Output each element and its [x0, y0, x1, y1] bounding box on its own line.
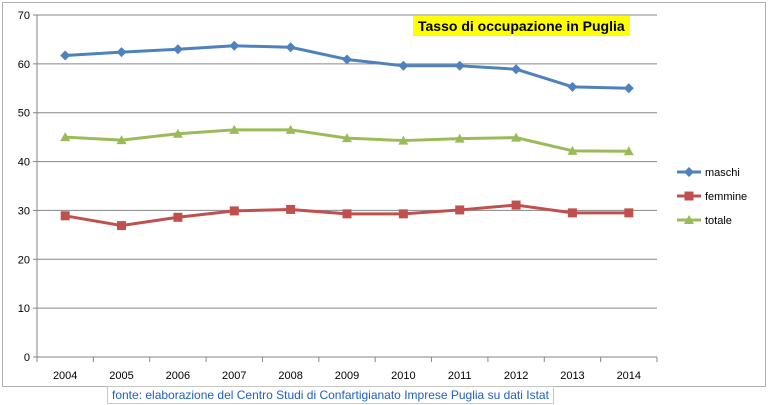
- data-point-femmine: [398, 209, 408, 219]
- data-point-femmine: [624, 208, 634, 218]
- data-point-totale: [398, 135, 409, 145]
- data-point-femmine: [173, 212, 183, 222]
- data-point-maschi: [229, 40, 240, 51]
- data-point-maschi: [116, 47, 127, 58]
- data-point-femmine: [567, 208, 577, 218]
- x-tick-label: 2013: [560, 370, 584, 382]
- x-tick-label: 2007: [222, 370, 246, 382]
- data-point-maschi: [454, 60, 465, 71]
- y-tick-label: 30: [18, 205, 30, 217]
- legend-label-femmine: femmine: [705, 191, 747, 203]
- data-point-totale: [567, 145, 578, 155]
- chart-area: [2, 2, 766, 387]
- legend-marker-totale: [684, 215, 694, 224]
- data-point-femmine: [60, 211, 70, 221]
- data-point-femmine: [511, 200, 521, 210]
- data-point-maschi: [285, 42, 296, 53]
- series-line-maschi: [65, 44, 629, 90]
- y-tick-label: 40: [18, 157, 30, 169]
- data-point-femmine: [286, 204, 296, 214]
- data-point-femmine: [229, 206, 239, 216]
- legend-marker-maschi: [684, 167, 694, 177]
- source-note: fonte: elaborazione del Centro Studi di …: [107, 386, 554, 404]
- data-point-totale: [511, 132, 522, 142]
- x-tick-label: 2010: [391, 370, 415, 382]
- data-point-maschi: [567, 81, 578, 92]
- data-point-totale: [285, 124, 296, 134]
- chart-title: Tasso di occupazione in Puglia: [413, 16, 630, 36]
- data-point-totale: [342, 133, 352, 143]
- y-tick-label: 0: [24, 352, 30, 364]
- legend-label-totale: totale: [705, 215, 732, 227]
- data-point-femmine: [455, 205, 465, 215]
- y-tick-label: 20: [18, 254, 30, 266]
- y-tick-label: 10: [18, 303, 30, 315]
- x-tick-label: 2011: [448, 370, 472, 382]
- y-tick-label: 70: [18, 10, 30, 22]
- x-tick-label: 2006: [166, 370, 190, 382]
- x-tick-label: 2008: [278, 370, 302, 382]
- data-point-maschi: [172, 44, 183, 55]
- data-point-maschi: [342, 54, 352, 65]
- legend-label-maschi: maschi: [705, 167, 740, 179]
- data-point-maschi: [398, 60, 409, 71]
- data-point-maschi: [511, 64, 522, 75]
- x-tick-label: 2005: [109, 370, 133, 382]
- data-point-totale: [229, 124, 240, 134]
- x-tick-label: 2009: [335, 370, 359, 382]
- data-point-maschi: [60, 50, 71, 61]
- x-tick-label: 2004: [53, 370, 77, 382]
- data-point-totale: [60, 132, 71, 142]
- data-point-totale: [172, 128, 183, 138]
- data-point-femmine: [117, 221, 127, 231]
- y-tick-label: 50: [18, 108, 30, 120]
- data-point-maschi: [623, 83, 634, 94]
- data-point-totale: [623, 146, 634, 156]
- legend-marker-femmine: [684, 191, 694, 201]
- data-point-femmine: [342, 209, 352, 219]
- data-point-totale: [116, 135, 127, 145]
- x-tick-label: 2012: [504, 370, 528, 382]
- y-tick-label: 60: [18, 59, 30, 71]
- data-point-totale: [454, 133, 465, 143]
- x-tick-label: 2014: [617, 370, 641, 382]
